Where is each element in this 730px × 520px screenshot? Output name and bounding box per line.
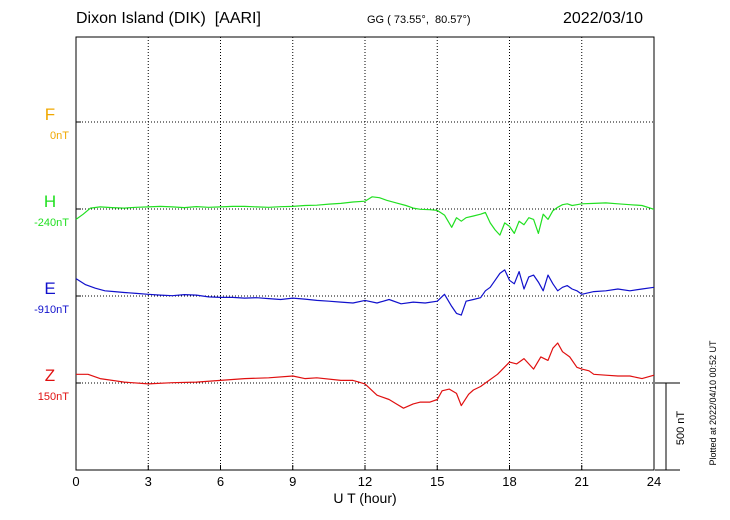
x-tick-label: 24 xyxy=(647,474,661,489)
x-tick-label: 21 xyxy=(575,474,589,489)
channel-baseline-f: 0nT xyxy=(50,130,69,142)
x-tick-label: 9 xyxy=(289,474,296,489)
channel-label-f: F xyxy=(45,105,55,124)
x-axis-ticks: 0 3 6 9 12 15 18 21 24 xyxy=(72,465,661,489)
plotted-at-note: Plotted at 2022/04/10 00:52 UT xyxy=(708,340,718,466)
series-line-z xyxy=(76,342,655,409)
x-tick-label: 3 xyxy=(145,474,152,489)
channel-labels: F 0nT H -240nT E -910nT Z 150nT xyxy=(34,105,69,403)
x-tick-label: 15 xyxy=(430,474,444,489)
channel-label-e: E xyxy=(44,279,55,298)
scale-bar: 500 nT xyxy=(655,382,687,471)
chart-date: 2022/03/10 xyxy=(563,10,644,27)
channel-baseline-h: -240nT xyxy=(34,217,69,229)
station-title: Dixon Island (DIK) [AARI] xyxy=(76,10,261,27)
x-tick-label: 6 xyxy=(217,474,224,489)
series-layer xyxy=(75,196,655,409)
channel-label-h: H xyxy=(44,192,56,211)
series-line-e xyxy=(75,269,655,316)
x-tick-label: 0 xyxy=(72,474,79,489)
x-tick-label: 12 xyxy=(358,474,372,489)
grid-layer xyxy=(76,37,654,470)
channel-baseline-e: -910nT xyxy=(34,304,69,316)
channel-baseline-z: 150nT xyxy=(38,391,69,403)
station-coordinates: GG ( 73.55°, 80.57°) xyxy=(367,14,471,26)
series-line-h xyxy=(75,196,655,236)
x-axis-label: U T (hour) xyxy=(333,490,396,506)
scale-bar-label: 500 nT xyxy=(675,411,687,446)
x-tick-label: 18 xyxy=(502,474,516,489)
channel-label-z: Z xyxy=(45,366,55,385)
